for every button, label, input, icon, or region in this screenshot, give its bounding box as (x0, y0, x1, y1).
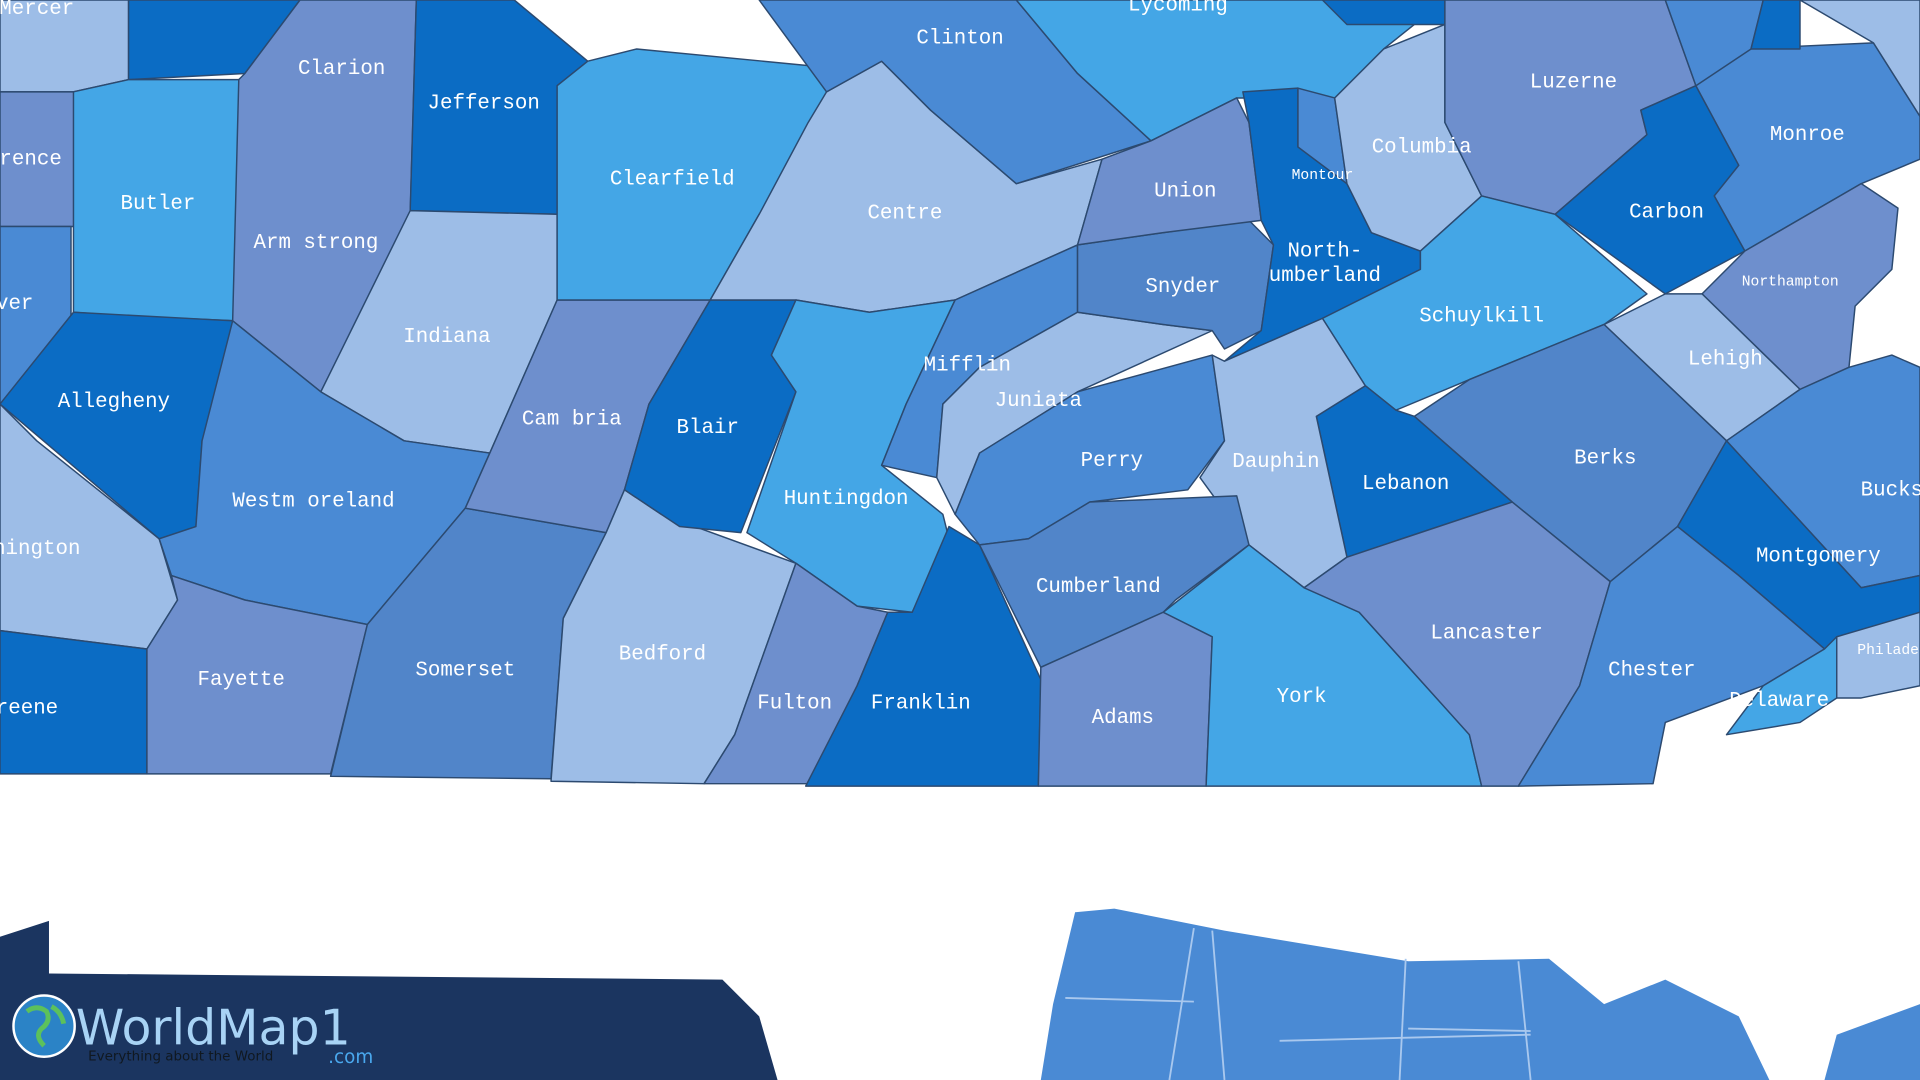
county-label: Arm strong (254, 232, 379, 255)
county-label: Jefferson (428, 92, 540, 115)
county-label: Adams (1092, 707, 1154, 730)
county-label: Montour (1292, 168, 1354, 184)
county-label: Monroe (1770, 124, 1845, 147)
county-label: ver (0, 293, 33, 316)
county-label: rence (0, 149, 62, 172)
logo-domain: .com (328, 1047, 373, 1068)
pennsylvania-counties (0, 0, 1920, 787)
county-label: umberland (1269, 265, 1381, 288)
county-labels: Mercer rence ver hington reene Clarion Jeffers… (0, 0, 1920, 730)
county-label: Carbon (1629, 201, 1704, 224)
county-label: Lebanon (1362, 473, 1449, 496)
logo-name: WorldMap1 (76, 999, 351, 1056)
county-label: Mifflin (924, 354, 1011, 377)
county-label: Berks (1574, 447, 1636, 470)
logo-globe-land (25, 1004, 67, 1048)
county-label: Union (1154, 181, 1216, 204)
county-label: Bucks (1861, 479, 1920, 502)
county-label: Bedford (619, 643, 706, 666)
county-label: Lehigh (1688, 348, 1763, 371)
county-label: Delaware (1729, 690, 1829, 713)
county-label: Clinton (916, 27, 1003, 50)
county-label: reene (0, 697, 58, 720)
county-label: Blair (677, 417, 739, 440)
county-label: Schuylkill (1419, 305, 1544, 328)
county-label: Lancaster (1430, 623, 1542, 646)
logo: WorldMap1 .com Everything about the Worl… (12, 994, 373, 1068)
county-label: Lycoming (1128, 0, 1228, 17)
county-label: Snyder (1145, 276, 1220, 299)
county-label: Allegheny (58, 391, 170, 414)
county-label: Philade (1857, 643, 1919, 659)
county-label: Clearfield (610, 168, 735, 191)
county-label: Indiana (403, 326, 490, 349)
county-label: Luzerne (1530, 72, 1617, 95)
county-label: Centre (867, 203, 942, 226)
county-label: Chester (1608, 659, 1695, 682)
county-label: North- (1287, 241, 1362, 264)
county-label: Clarion (298, 58, 385, 81)
county-label: Cumberland (1036, 576, 1161, 599)
county-label: York (1277, 686, 1327, 709)
county-label: Westm oreland (232, 490, 394, 513)
county-label: Juniata (995, 390, 1082, 413)
county-label: hington (0, 538, 80, 561)
county-label: Northampton (1742, 275, 1839, 291)
logo-tagline: Everything about the World (88, 1049, 273, 1064)
county-label: Fulton (757, 692, 832, 715)
county-label: Perry (1081, 450, 1143, 473)
county-label: Somerset (415, 659, 515, 682)
thumbnail-left (0, 920, 778, 1080)
county-label: Huntingdon (784, 488, 909, 511)
county-label: Dauphin (1232, 451, 1319, 474)
county-label: Franklin (871, 692, 971, 715)
county-label: Butler (121, 193, 196, 216)
county-label: Montgomery (1756, 545, 1881, 568)
county-label: Fayette (198, 669, 285, 692)
county-label: Cam bria (522, 408, 622, 431)
county-label: Mercer (0, 0, 74, 21)
county-label: Columbia (1372, 136, 1472, 159)
us-map-thumbnail (1040, 908, 1920, 1080)
